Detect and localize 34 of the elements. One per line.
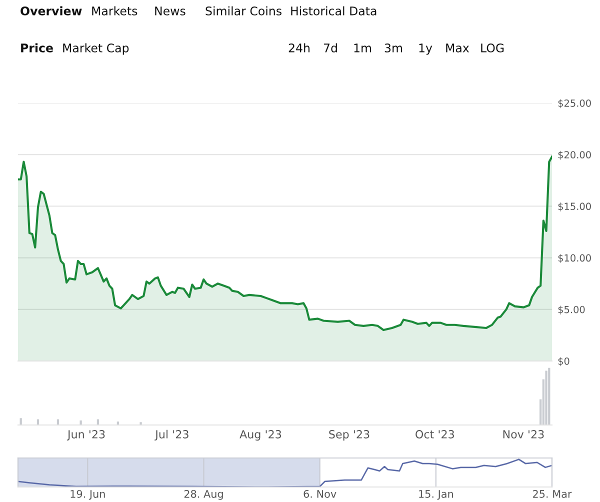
- text: 1m: [354, 44, 372, 52]
- x-tick-label: 28. Aug: [184, 490, 223, 500]
- text: 7d: [324, 43, 337, 52]
- y-tick-label: $20.00: [558, 150, 591, 160]
- text: LOG: [481, 43, 504, 52]
- x-tick-label: 19. Jun: [70, 490, 105, 500]
- y-tick-label: $5.00: [558, 306, 585, 315]
- text: Historical Data: [291, 6, 376, 16]
- text: News: [155, 6, 186, 16]
- x-tick-label: Jul '23: [154, 430, 188, 441]
- text: 3m: [384, 43, 402, 52]
- text: 24h: [288, 43, 310, 52]
- y-tick-label: $10.00: [558, 254, 591, 263]
- text: Market Cap: [63, 43, 129, 55]
- bar: [548, 368, 550, 425]
- text: Similar Coins: [206, 6, 282, 16]
- x-tick-label: Aug '23: [240, 430, 282, 441]
- bar: [545, 370, 548, 425]
- y-tick-label: $0: [558, 357, 570, 366]
- x-tick-label: Nov '23: [503, 430, 544, 438]
- x-tick-label: Sep '23: [329, 430, 370, 441]
- y-tick-label: $25.00: [558, 99, 591, 108]
- text: Markets: [92, 6, 138, 16]
- text: Price: [21, 43, 53, 52]
- x-tick-label: 25. Mar: [533, 490, 572, 498]
- text: 1y: [419, 44, 432, 55]
- x-tick-label: 6. Nov: [304, 490, 336, 498]
- bar: [140, 422, 142, 425]
- x-tick-label: Jun '23: [66, 430, 105, 441]
- y-tick-label: $15.00: [558, 202, 591, 212]
- text: Overview: [20, 6, 82, 16]
- x-tick-label: 15. Jan: [419, 490, 453, 500]
- x-tick-label: Oct '23: [416, 430, 454, 438]
- text: Max: [446, 44, 470, 52]
